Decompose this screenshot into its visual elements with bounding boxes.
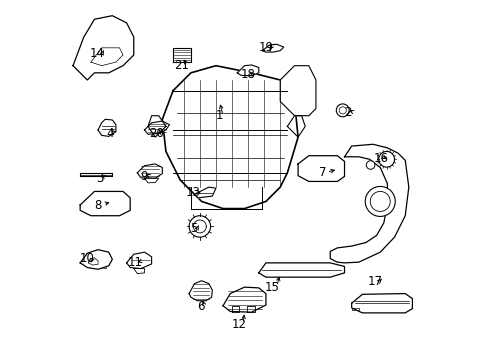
Text: 19: 19 <box>258 41 273 54</box>
Bar <box>315 160 322 177</box>
Text: 18: 18 <box>240 68 255 81</box>
Bar <box>325 160 332 177</box>
Polygon shape <box>298 156 344 181</box>
Text: 16: 16 <box>373 152 387 165</box>
Polygon shape <box>80 173 112 176</box>
Text: 20: 20 <box>149 127 164 140</box>
Text: 7: 7 <box>319 166 326 179</box>
Text: 1: 1 <box>215 109 223 122</box>
Text: 10: 10 <box>80 252 95 265</box>
Polygon shape <box>173 48 190 62</box>
Polygon shape <box>194 187 216 198</box>
Circle shape <box>365 186 394 216</box>
Text: 12: 12 <box>231 318 246 331</box>
Polygon shape <box>80 192 130 216</box>
Text: 3: 3 <box>96 172 103 185</box>
Bar <box>89 264 95 267</box>
Bar <box>100 264 106 267</box>
Polygon shape <box>223 287 265 312</box>
Text: 2: 2 <box>344 105 351 119</box>
Polygon shape <box>126 252 151 269</box>
Text: 15: 15 <box>264 281 279 294</box>
Text: 4: 4 <box>106 127 114 140</box>
Text: 11: 11 <box>127 256 142 269</box>
Text: 6: 6 <box>197 300 204 313</box>
Polygon shape <box>189 281 212 301</box>
Polygon shape <box>98 119 116 136</box>
Polygon shape <box>351 294 411 313</box>
Text: 13: 13 <box>185 186 200 199</box>
Polygon shape <box>80 249 112 269</box>
Polygon shape <box>262 44 283 52</box>
Text: 9: 9 <box>140 170 147 183</box>
Polygon shape <box>137 164 162 178</box>
Text: 8: 8 <box>94 198 102 212</box>
Text: 5: 5 <box>190 222 197 235</box>
Polygon shape <box>280 66 315 116</box>
Polygon shape <box>144 121 169 134</box>
Polygon shape <box>329 144 408 263</box>
Bar <box>304 160 311 177</box>
Polygon shape <box>258 263 344 277</box>
Circle shape <box>366 161 374 169</box>
Text: 21: 21 <box>174 59 189 72</box>
Bar <box>91 198 119 210</box>
Polygon shape <box>162 66 298 208</box>
Text: 17: 17 <box>366 275 382 288</box>
Polygon shape <box>73 16 134 80</box>
Text: 14: 14 <box>90 47 104 60</box>
Polygon shape <box>237 65 258 76</box>
